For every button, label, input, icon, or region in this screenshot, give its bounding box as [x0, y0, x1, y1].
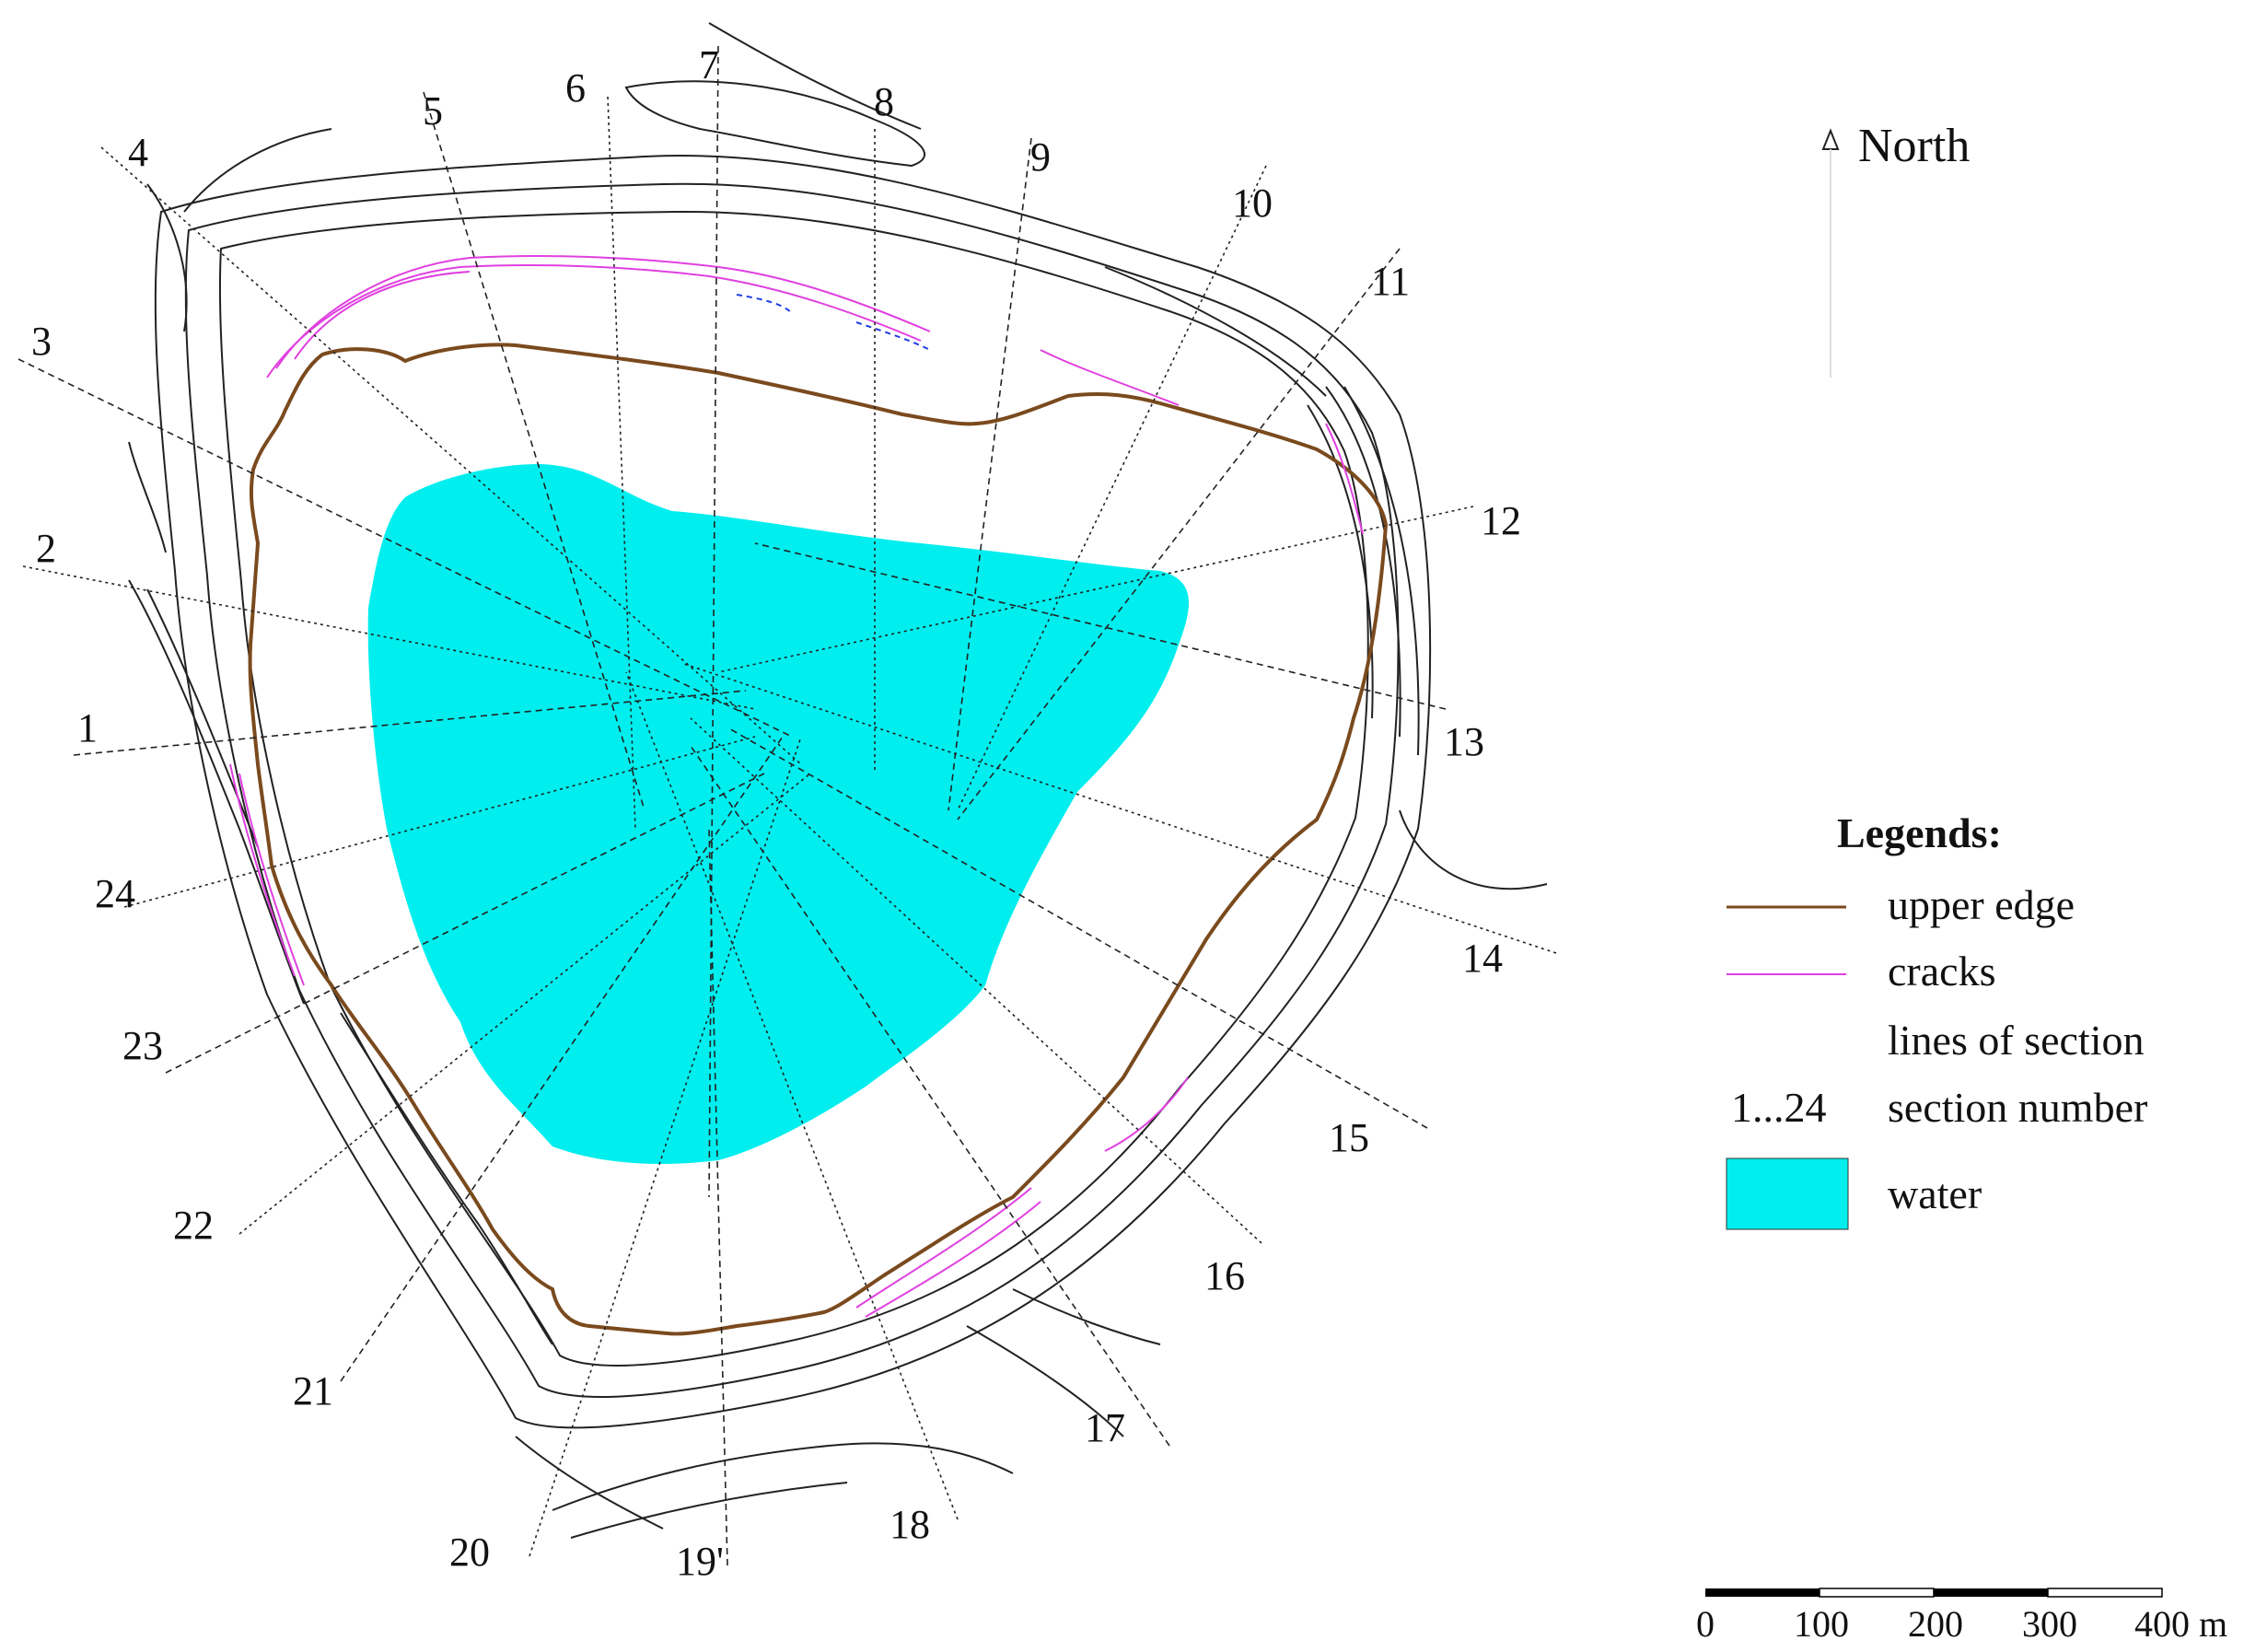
section-label-7: 7 — [699, 42, 719, 87]
scale-tick-label: 100 — [1794, 1603, 1849, 1645]
section-line-1 — [73, 690, 747, 756]
section-label-2: 2 — [36, 526, 56, 571]
section-label-4: 4 — [128, 130, 148, 175]
scale-bar: 0 100 200 300 400 m — [1696, 1588, 2227, 1645]
scale-tick-label: 300 — [2022, 1603, 2077, 1645]
section-label-5: 5 — [423, 88, 443, 134]
section-label-6: 6 — [565, 65, 586, 111]
section-label-23: 23 — [122, 1023, 163, 1068]
legend-water-label: water — [1888, 1170, 1982, 1217]
scale-tick-label: 400 m — [2134, 1603, 2227, 1645]
section-label-13: 13 — [1444, 719, 1484, 764]
legend: Legends: upper edge cracks lines of sect… — [1726, 809, 2147, 1230]
section-label-16: 16 — [1204, 1253, 1245, 1298]
crack-lines — [229, 255, 1364, 1318]
section-line-16 — [690, 717, 1262, 1244]
blue-crack-marks — [736, 294, 931, 351]
section-label-8: 8 — [874, 79, 894, 124]
section-line-14 — [680, 662, 1557, 954]
legend-title: Legends: — [1837, 809, 2002, 856]
section-line-2 — [22, 565, 756, 710]
section-line-23 — [165, 773, 765, 1074]
section-line-20 — [529, 736, 802, 1557]
scale-segment — [1934, 1588, 2048, 1597]
section-label-18: 18 — [889, 1502, 930, 1547]
legend-section-line-label: lines of section — [1888, 1017, 2145, 1064]
section-line-10 — [957, 165, 1267, 811]
section-line-7 — [708, 45, 719, 1198]
north-label: North — [1858, 120, 1970, 172]
section-label-19: 19' — [676, 1539, 724, 1584]
section-label-22: 22 — [173, 1203, 214, 1248]
water-body — [367, 464, 1190, 1165]
section-label-20: 20 — [449, 1530, 490, 1575]
section-label-15: 15 — [1329, 1115, 1369, 1160]
section-line-17 — [690, 745, 1170, 1447]
upper-edge-line — [248, 343, 1389, 1336]
section-line-15 — [727, 727, 1428, 1129]
scale-tick-label: 200 — [1908, 1603, 1963, 1645]
section-label-14: 14 — [1462, 936, 1503, 981]
legend-section-number-label: section number — [1888, 1084, 2147, 1131]
section-line-5 — [423, 91, 645, 811]
north-arrow: North — [1821, 120, 1970, 378]
section-line-13 — [754, 542, 1447, 710]
section-label-17: 17 — [1085, 1405, 1125, 1450]
section-line-9 — [948, 137, 1032, 811]
scale-segment — [1819, 1588, 1935, 1598]
north-arrow-icon — [1821, 128, 1840, 150]
scale-segment — [2047, 1588, 2163, 1598]
section-label-10: 10 — [1232, 180, 1273, 226]
section-line-4 — [100, 146, 802, 765]
legend-section-number-symbol: 1...24 — [1731, 1084, 1827, 1131]
section-label-3: 3 — [31, 319, 52, 364]
legend-upper-edge-label: upper edge — [1888, 881, 2075, 928]
legend-water-swatch — [1726, 1158, 1849, 1230]
section-label-1: 1 — [77, 705, 98, 750]
legend-cracks-label: cracks — [1888, 948, 1995, 995]
section-line-11 — [957, 248, 1401, 820]
section-label-9: 9 — [1030, 134, 1051, 180]
scale-tick-label: 0 — [1696, 1603, 1715, 1645]
section-line-21 — [340, 736, 784, 1382]
scale-segment — [1705, 1588, 1820, 1597]
section-label-21: 21 — [293, 1368, 333, 1414]
section-label-11: 11 — [1371, 259, 1410, 304]
section-lines — [17, 45, 1557, 1566]
section-label-12: 12 — [1481, 498, 1521, 543]
section-line-19 — [708, 828, 728, 1566]
section-label-24: 24 — [95, 871, 135, 916]
